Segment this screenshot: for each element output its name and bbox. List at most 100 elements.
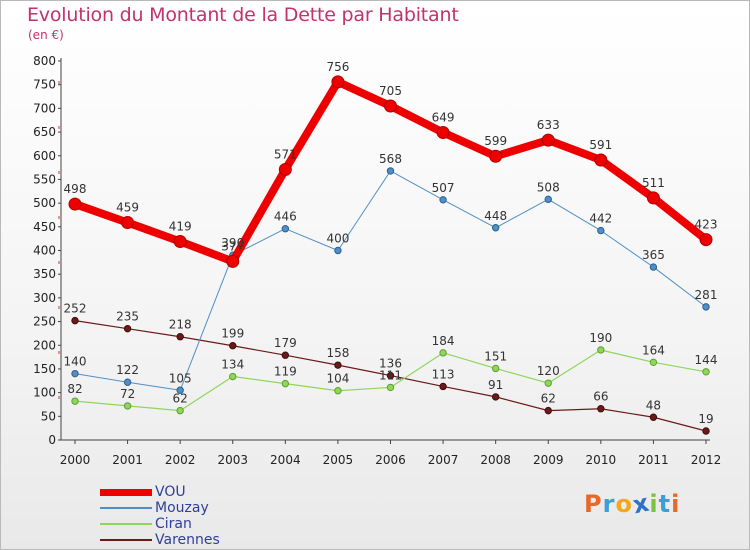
data-point-ciran	[544, 379, 552, 387]
data-label-mouzay: 122	[116, 363, 139, 377]
data-point-varennes	[334, 361, 342, 369]
y-tick-label: 50	[41, 409, 56, 423]
data-label-ciran: 144	[695, 353, 718, 367]
data-point-vou	[331, 75, 345, 89]
y-tick-label: 100	[33, 386, 56, 400]
data-point-vou	[594, 153, 608, 167]
y-tick-label: 300	[33, 291, 56, 305]
data-label-mouzay: 442	[589, 212, 612, 226]
data-point-mouzay	[386, 167, 395, 175]
data-label-ciran: 164	[642, 343, 665, 357]
data-point-ciran	[649, 358, 658, 367]
data-point-varennes	[597, 405, 605, 413]
data-label-vou: 756	[326, 60, 349, 74]
data-label-varennes: 48	[646, 398, 661, 412]
data-label-mouzay: 365	[642, 248, 665, 262]
data-point-mouzay	[123, 378, 132, 386]
data-point-mouzay	[544, 195, 552, 204]
data-point-vou	[646, 191, 660, 205]
data-point-mouzay	[334, 246, 342, 255]
x-tick-label: 2000	[60, 453, 91, 467]
data-label-mouzay: 568	[379, 152, 402, 166]
data-label-ciran: 72	[120, 387, 135, 401]
data-point-vou	[121, 216, 135, 230]
data-label-mouzay: 140	[64, 355, 87, 369]
data-label-ciran: 134	[221, 358, 244, 372]
x-tick-label: 2002	[165, 453, 196, 467]
data-point-varennes	[491, 393, 500, 401]
data-label-ciran: 82	[67, 382, 82, 396]
y-tick-label: 200	[33, 338, 56, 352]
data-point-ciran	[176, 406, 184, 415]
data-label-varennes: 218	[169, 318, 192, 332]
data-point-vou	[173, 234, 187, 248]
data-point-ciran	[597, 346, 605, 354]
data-point-mouzay	[597, 226, 605, 235]
data-label-vou: 599	[484, 134, 507, 148]
data-point-vou	[436, 126, 450, 140]
data-label-mouzay: 281	[695, 288, 718, 302]
data-label-ciran: 119	[274, 365, 297, 379]
data-label-varennes: 252	[64, 302, 87, 316]
data-label-vou: 649	[432, 111, 455, 125]
data-label-ciran: 151	[484, 349, 507, 363]
data-label-vou: 498	[64, 182, 87, 196]
data-point-ciran	[123, 402, 132, 410]
data-point-ciran	[71, 397, 79, 405]
data-point-mouzay	[702, 303, 710, 311]
data-point-vou	[278, 162, 292, 176]
y-tick-label: 600	[33, 149, 56, 163]
x-tick-label: 2007	[428, 453, 459, 467]
logo-letter: o	[615, 490, 633, 518]
x-tick-label: 2004	[270, 453, 301, 467]
data-point-ciran	[229, 372, 237, 381]
chart-title: Evolution du Montant de la Dette par Hab…	[27, 4, 459, 26]
data-label-varennes: 91	[488, 378, 503, 392]
logo-letter: r	[602, 490, 616, 518]
data-label-varennes: 136	[379, 357, 402, 371]
proxiti-logo: Proxiti	[584, 489, 680, 520]
data-label-varennes: 199	[221, 327, 244, 341]
x-tick-label: 2012	[691, 453, 722, 467]
data-label-vou: 633	[537, 118, 560, 132]
x-tick-label: 2006	[375, 453, 406, 467]
data-point-varennes	[71, 316, 79, 325]
data-point-vou	[541, 133, 555, 147]
logo-letter: i	[649, 490, 659, 518]
y-tick-label: 0	[48, 433, 56, 447]
legend-label: VOU	[155, 484, 186, 500]
data-point-varennes	[702, 427, 710, 435]
data-label-varennes: 62	[541, 392, 556, 406]
chart-subtitle: (en €)	[28, 28, 64, 42]
data-point-ciran	[281, 379, 290, 388]
data-point-vou	[489, 149, 503, 163]
data-label-varennes: 235	[116, 310, 139, 324]
data-point-vou	[226, 254, 240, 268]
data-point-vou	[384, 99, 397, 113]
data-label-vou: 419	[169, 219, 192, 233]
data-label-mouzay: 446	[274, 210, 297, 224]
data-label-mouzay: 400	[326, 232, 349, 246]
data-point-varennes	[229, 342, 237, 350]
data-label-ciran: 62	[173, 392, 188, 406]
data-label-mouzay: 448	[484, 209, 507, 223]
x-tick-label: 2008	[480, 453, 511, 467]
data-label-mouzay: 390	[221, 236, 244, 250]
data-point-vou	[699, 233, 713, 247]
y-tick-label: 400	[33, 244, 56, 258]
data-point-mouzay	[491, 224, 500, 232]
legend-swatch	[100, 489, 152, 496]
data-point-ciran	[702, 368, 710, 376]
x-tick-label: 2001	[112, 453, 143, 467]
data-label-ciran: 184	[432, 334, 455, 348]
data-point-vou	[68, 197, 82, 211]
x-tick-label: 2011	[638, 453, 669, 467]
data-label-ciran: 104	[326, 372, 349, 386]
data-label-ciran: 120	[537, 364, 560, 378]
y-tick-label: 750	[33, 78, 56, 92]
legend-swatch	[100, 539, 152, 541]
data-point-mouzay	[281, 225, 290, 233]
data-label-varennes: 113	[432, 367, 455, 381]
